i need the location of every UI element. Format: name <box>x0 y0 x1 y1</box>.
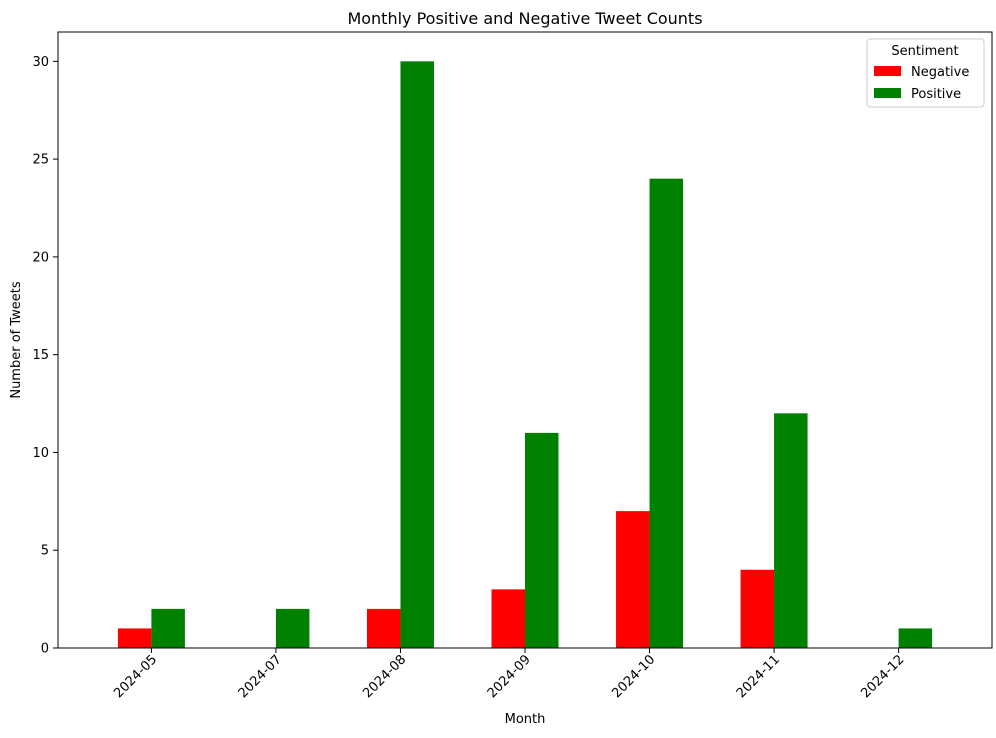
bar-positive-2024-05 <box>151 608 185 648</box>
legend-title: Sentiment <box>891 44 958 59</box>
x-tick-label: 2024-07 <box>236 652 285 701</box>
x-tick-label: 2024-09 <box>485 652 534 701</box>
y-tick-label: 10 <box>32 446 49 461</box>
y-tick-label: 5 <box>41 544 49 559</box>
legend-swatch-positive <box>874 88 901 98</box>
y-axis-label: Number of Tweets <box>9 281 24 399</box>
x-tick-label: 2024-11 <box>734 652 783 701</box>
bar-positive-2024-12 <box>898 628 933 648</box>
bar-negative-2024-05 <box>117 628 152 648</box>
bar-positive-2024-09 <box>525 432 559 648</box>
legend-label-negative: Negative <box>911 65 969 80</box>
chart-title: Monthly Positive and Negative Tweet Coun… <box>347 9 702 28</box>
y-tick-label: 25 <box>32 153 49 168</box>
x-tick-label: 2024-05 <box>111 652 160 701</box>
bar-negative-2024-09 <box>491 589 525 648</box>
bar-negative-2024-11 <box>740 569 775 648</box>
x-tick-label: 2024-10 <box>609 652 658 701</box>
plot-frame <box>57 31 993 649</box>
bar-positive-2024-11 <box>774 413 808 648</box>
x-axis: 2024-05 2024-07 2024-08 2024-09 2024-10 2024-… <box>111 648 907 701</box>
bar-positive-2024-10 <box>649 178 684 648</box>
x-axis-label: Month <box>505 712 546 727</box>
y-tick-label: 15 <box>32 348 49 363</box>
x-tick-label: 2024-08 <box>360 652 409 701</box>
y-axis: 0 5 10 15 20 25 30 <box>32 55 58 657</box>
x-tick-label: 2024-12 <box>858 652 907 701</box>
legend: Sentiment Negative Positive <box>866 38 985 108</box>
legend-swatch-negative <box>874 66 901 76</box>
bar-negative-2024-10 <box>616 511 650 648</box>
bar-negative-2024-08 <box>366 608 401 648</box>
y-tick-label: 30 <box>32 55 49 70</box>
y-tick-label: 20 <box>32 250 49 265</box>
bar-positive-2024-08 <box>400 61 434 649</box>
bars-group <box>117 61 933 649</box>
bar-positive-2024-07 <box>275 608 310 648</box>
y-tick-label: 0 <box>41 642 49 657</box>
legend-label-positive: Positive <box>911 87 961 102</box>
